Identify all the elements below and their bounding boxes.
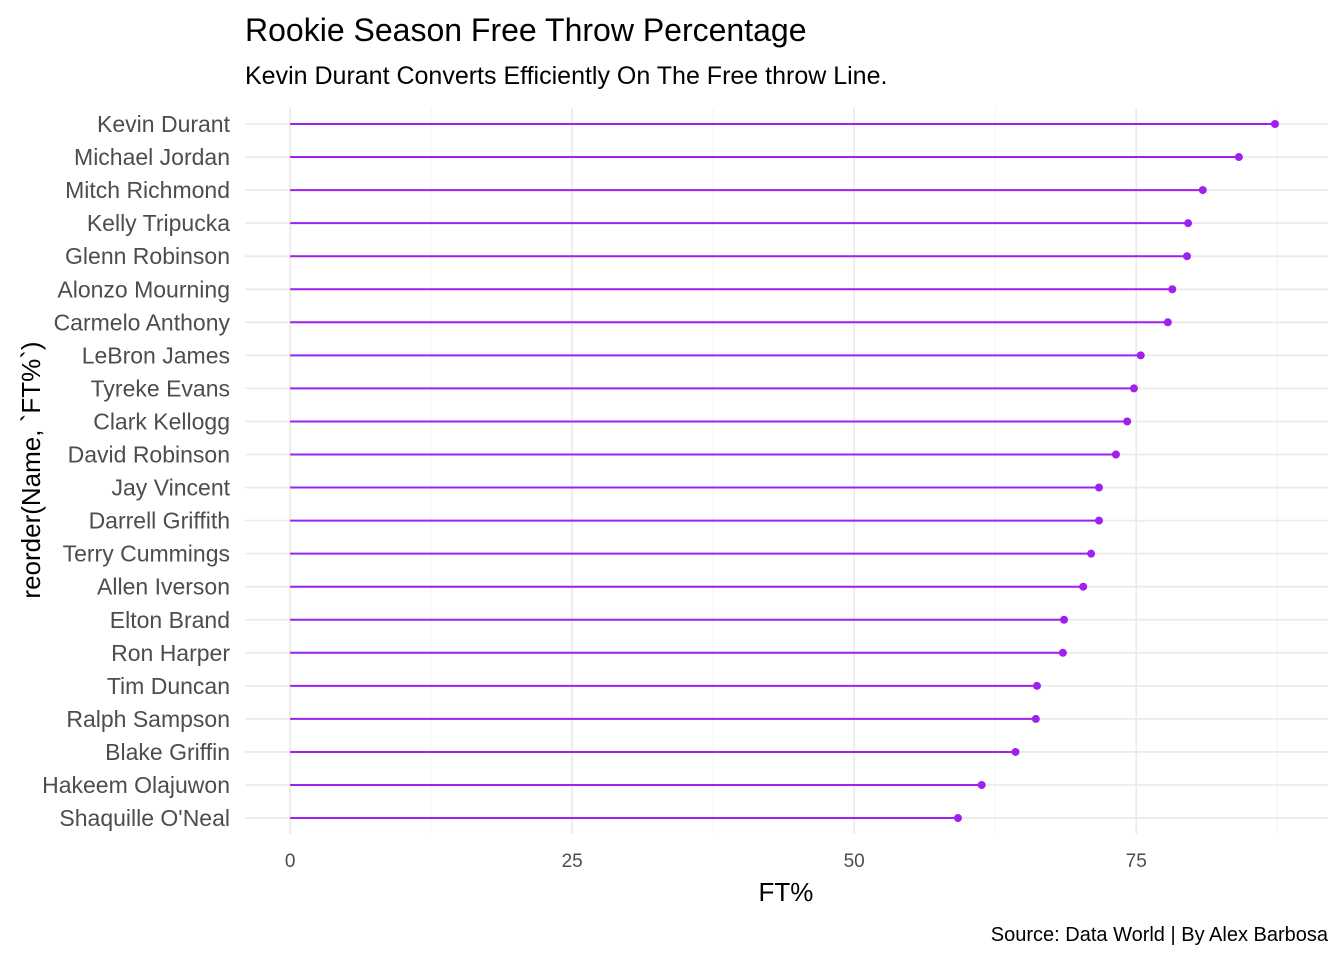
y-axis-title: reorder(Name, `FT%`) (16, 341, 46, 598)
y-tick-label: Kevin Durant (97, 111, 231, 137)
lollipop-marks (290, 120, 1279, 823)
x-axis-tick-labels: 0 25 50 75 (285, 851, 1147, 872)
y-tick-label: Ron Harper (111, 640, 230, 666)
y-tick-label: Blake Griffin (105, 739, 230, 765)
lollipop-point (1060, 615, 1069, 624)
lollipop-point (1168, 285, 1177, 294)
y-axis-labels: Kevin Durant Michael Jordan Mitch Richmond… (42, 111, 231, 831)
lollipop-point (1058, 648, 1067, 657)
y-tick-label: Glenn Robinson (65, 243, 230, 269)
y-tick-label: Tim Duncan (107, 673, 230, 699)
x-tick-label: 75 (1126, 851, 1147, 872)
y-tick-label: Carmelo Anthony (54, 309, 231, 335)
y-tick-label: Terry Cummings (63, 541, 230, 567)
chart-subtitle: Kevin Durant Converts Efficiently On The… (245, 62, 887, 90)
y-tick-label: Hakeem Olajuwon (42, 772, 230, 798)
lollipop-point (1123, 417, 1132, 426)
lollipop-point (1094, 516, 1103, 525)
y-tick-label: Mitch Richmond (65, 177, 230, 203)
lollipop-point (977, 781, 986, 789)
x-tick-label: 25 (562, 851, 583, 872)
x-tick-label: 0 (285, 851, 296, 872)
chart-caption: Source: Data World | By Alex Barbosa (991, 924, 1329, 946)
lollipop-point (1087, 549, 1096, 558)
lollipop-point (1011, 747, 1020, 756)
y-tick-label: Allen Iverson (97, 574, 230, 600)
y-tick-label: Clark Kellogg (93, 408, 230, 434)
y-tick-label: Elton Brand (110, 607, 230, 633)
lollipop-point (1184, 219, 1193, 228)
lollipop-point (1136, 351, 1145, 360)
lollipop-point (1032, 681, 1041, 690)
lollipop-point (1182, 252, 1191, 261)
y-tick-label: LeBron James (82, 342, 230, 368)
y-tick-label: David Robinson (68, 442, 230, 468)
lollipop-point (1163, 318, 1172, 327)
chart-title: Rookie Season Free Throw Percentage (245, 12, 807, 48)
lollipop-point (953, 814, 962, 823)
lollipop-point (1234, 153, 1243, 162)
y-tick-label: Shaquille O'Neal (59, 805, 230, 831)
lollipop-point (1270, 120, 1279, 128)
lollipop-point (1079, 582, 1088, 591)
y-tick-label: Kelly Tripucka (87, 210, 230, 236)
y-tick-label: Jay Vincent (112, 475, 231, 501)
x-axis-title: FT% (759, 877, 814, 907)
y-tick-label: Tyreke Evans (91, 375, 230, 401)
y-tick-label: Michael Jordan (74, 144, 230, 170)
y-tick-label: Alonzo Mourning (57, 276, 230, 302)
y-tick-label: Ralph Sampson (66, 706, 230, 732)
lollipop-point (1129, 384, 1138, 393)
lollipop-point (1094, 483, 1103, 492)
lollipop-point (1031, 714, 1040, 723)
lollipop-point (1198, 186, 1207, 195)
y-tick-label: Darrell Griffith (89, 508, 230, 534)
x-tick-label: 50 (844, 851, 865, 872)
lollipop-point (1111, 450, 1120, 459)
grid-lines (245, 108, 1328, 834)
